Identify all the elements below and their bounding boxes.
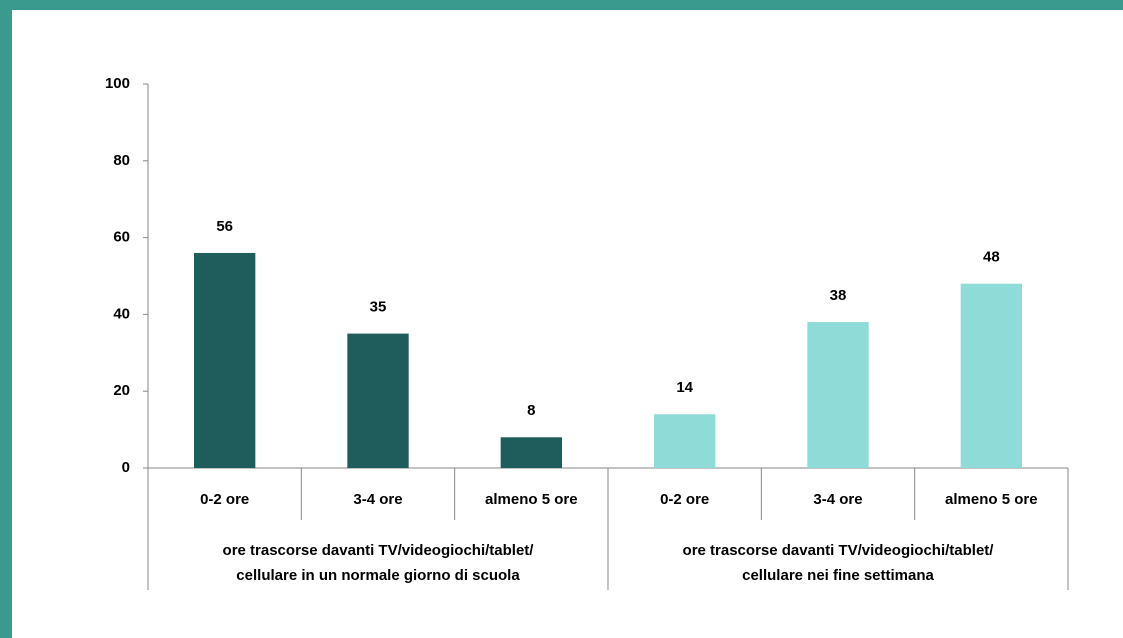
group-label: ore trascorse davanti TV/videogiochi/tab… bbox=[683, 542, 995, 559]
x-tick-label: 3-4 ore bbox=[813, 491, 862, 508]
x-tick-label: 3-4 ore bbox=[353, 491, 402, 508]
x-tick-label: 0-2 ore bbox=[200, 491, 249, 508]
data-label: 8 bbox=[527, 402, 535, 419]
x-tick-label: 0-2 ore bbox=[660, 491, 709, 508]
frame-top bbox=[0, 0, 1123, 10]
x-tick-label: almeno 5 ore bbox=[945, 491, 1038, 508]
y-tick-label: 40 bbox=[113, 305, 130, 322]
y-tick-label: 80 bbox=[113, 152, 130, 169]
bar bbox=[960, 283, 1022, 468]
frame-left bbox=[0, 0, 12, 638]
y-tick-label: 100 bbox=[105, 75, 130, 92]
bar bbox=[654, 414, 716, 468]
x-tick-label: almeno 5 ore bbox=[485, 491, 578, 508]
group-label: ore trascorse davanti TV/videogiochi/tab… bbox=[223, 542, 535, 559]
data-label: 48 bbox=[983, 249, 1000, 266]
bar bbox=[194, 252, 256, 468]
y-tick-label: 20 bbox=[113, 382, 130, 399]
data-label: 56 bbox=[216, 218, 233, 235]
group-label: cellulare in un normale giorno di scuola bbox=[236, 567, 520, 584]
bar bbox=[347, 333, 409, 468]
y-tick-label: 0 bbox=[122, 459, 130, 476]
data-label: 14 bbox=[676, 379, 693, 396]
y-tick-label: 60 bbox=[113, 229, 130, 246]
bar bbox=[500, 437, 562, 468]
bar bbox=[807, 322, 869, 468]
data-label: 35 bbox=[370, 299, 387, 316]
group-label: cellulare nei fine settimana bbox=[742, 567, 934, 584]
data-label: 38 bbox=[830, 287, 847, 304]
